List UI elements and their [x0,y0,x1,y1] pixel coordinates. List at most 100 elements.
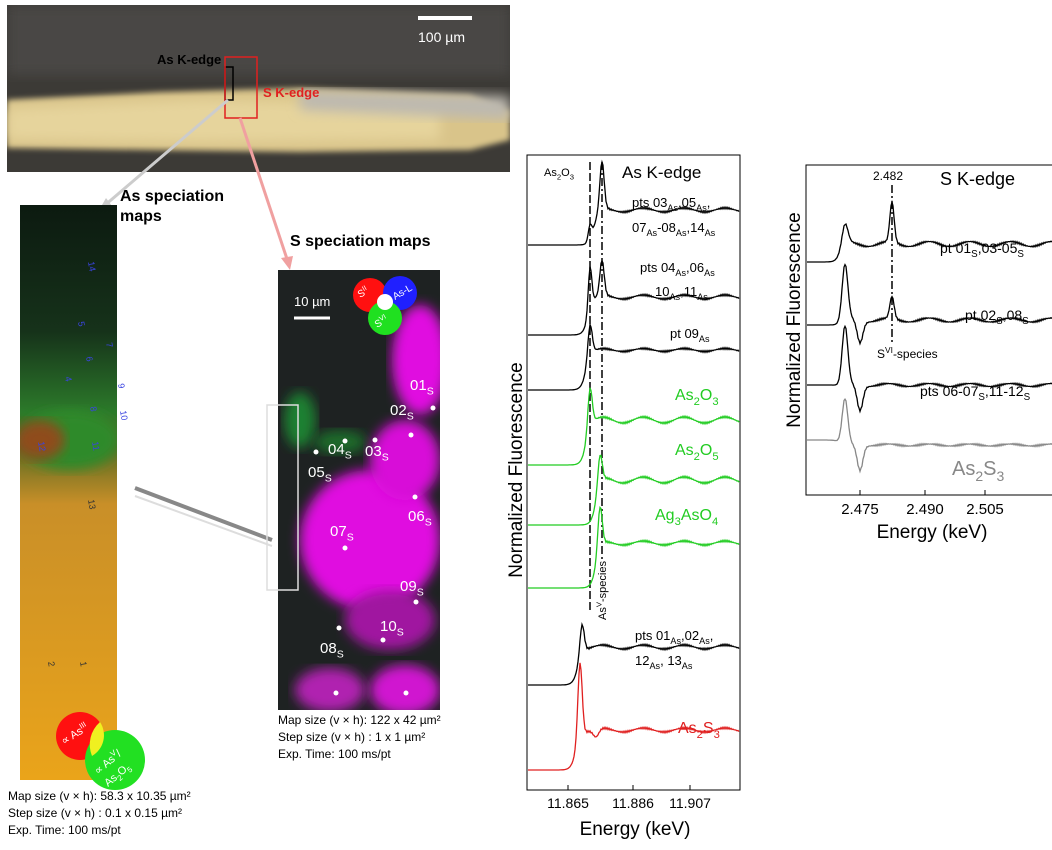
legend-label: SII [356,285,371,301]
point-dot [380,637,386,643]
text-part: -species [893,347,938,361]
text-part: S [338,717,345,729]
y-axis-label: Normalized Fluorescence [784,212,805,427]
point-label: 08S [320,640,344,661]
text-part: 2 [975,468,983,484]
text-part: 3 [996,468,1004,484]
text-part: S [337,649,344,661]
text-part: VI [885,345,893,355]
text-part: 09 [400,578,417,595]
spectrum [528,621,740,686]
point-dot [412,494,418,500]
connector [134,486,273,542]
curve-label: pts 06-07S,11-12S [920,383,1031,403]
text-part: S [983,458,996,480]
annotation: As2O3 [544,167,574,181]
text-part: 2 [694,451,700,463]
text-part: 3 [570,172,574,181]
curve-label: pt 02S,08S [965,307,1029,327]
text-part: As [675,442,694,459]
text-part: As [705,228,716,238]
scale-label: 100 µm [418,29,465,45]
text-part: AsO [681,507,712,524]
text-part: Ag [655,507,675,524]
text-part: O [561,167,570,179]
point-label: 04S [328,441,352,462]
point-label: 10S [380,618,404,639]
edge-label: As K-edge [157,52,221,67]
point-label: 2 [46,661,57,668]
text-part: S [996,316,1003,327]
text-part: 2 [697,729,703,741]
spectrum [807,199,1052,263]
text-part: As [697,292,708,302]
point-label: 07S [330,523,354,544]
text-part: 3 [712,396,718,408]
curve-label: As2S3 [952,458,1004,484]
text-part: As [696,203,707,213]
text-part: 06 [408,508,425,525]
text-part: O [700,387,712,404]
point-label: 1 [78,661,89,668]
text-part: 07 [632,220,646,235]
text-part: 10 [655,284,669,299]
text-part: ,11 [680,284,697,299]
point-dot [333,690,339,696]
text-part: S [417,587,424,599]
text-part: As [667,203,678,213]
text-part: As [952,458,975,480]
text-part: S [978,392,985,403]
legend-label: SVI [373,314,391,331]
y-axis-label: Normalized Fluorescence [506,362,527,577]
text-part: As [678,720,697,737]
as-chart-frame [526,154,741,791]
chart-title: As K-edge [622,163,701,182]
text-part: 12 [396,708,413,725]
curve-label: As2S3 [678,720,720,741]
curve-label: Ag3AsO4 [655,507,718,528]
spectrum [528,454,740,526]
text-part: 04 [328,441,345,458]
point-dot [342,438,348,444]
point-dot [336,625,342,631]
text-part: As [544,167,557,179]
text-part: / [114,747,125,759]
curve-label: pts 03As,05As, [632,195,710,213]
x-tick-label: 11.886 [612,795,654,811]
annotation: SVI-species [877,345,938,361]
s-map [278,270,440,710]
text-part: 5 [712,451,718,463]
text-part: S [425,517,432,529]
annotation: AsV-species [595,561,609,620]
text-part: V [108,748,118,759]
text-part: VI [378,314,387,323]
point-label: 8 [88,406,99,413]
text-part: S [382,452,389,464]
scale-label: 10 µm [294,294,330,309]
text-part: O [700,442,712,459]
text-part: 11 [322,708,338,725]
text-part: 3 [714,729,720,741]
x-tick-label: 2.505 [966,501,1004,518]
spectrum [528,505,740,589]
text-part: As [646,228,657,238]
text-part: As [699,334,710,344]
curve-label: pts 01As,02As, [635,628,713,646]
text-part: S [1017,249,1024,260]
curve-label: pt 01S,03-05S [940,240,1024,260]
text-part: ,06 [686,260,704,275]
text-part: S [427,386,434,398]
point-label: 14 [86,261,98,273]
text-part: -species [597,561,609,602]
point-label: 6 [84,356,95,363]
spectrum [528,387,740,466]
text-part: , [707,195,711,210]
point-label: 09S [400,578,424,599]
point-label: 06S [408,508,432,529]
spectrum [528,662,740,771]
point-dot [430,405,436,411]
point-label: 9 [116,383,127,390]
